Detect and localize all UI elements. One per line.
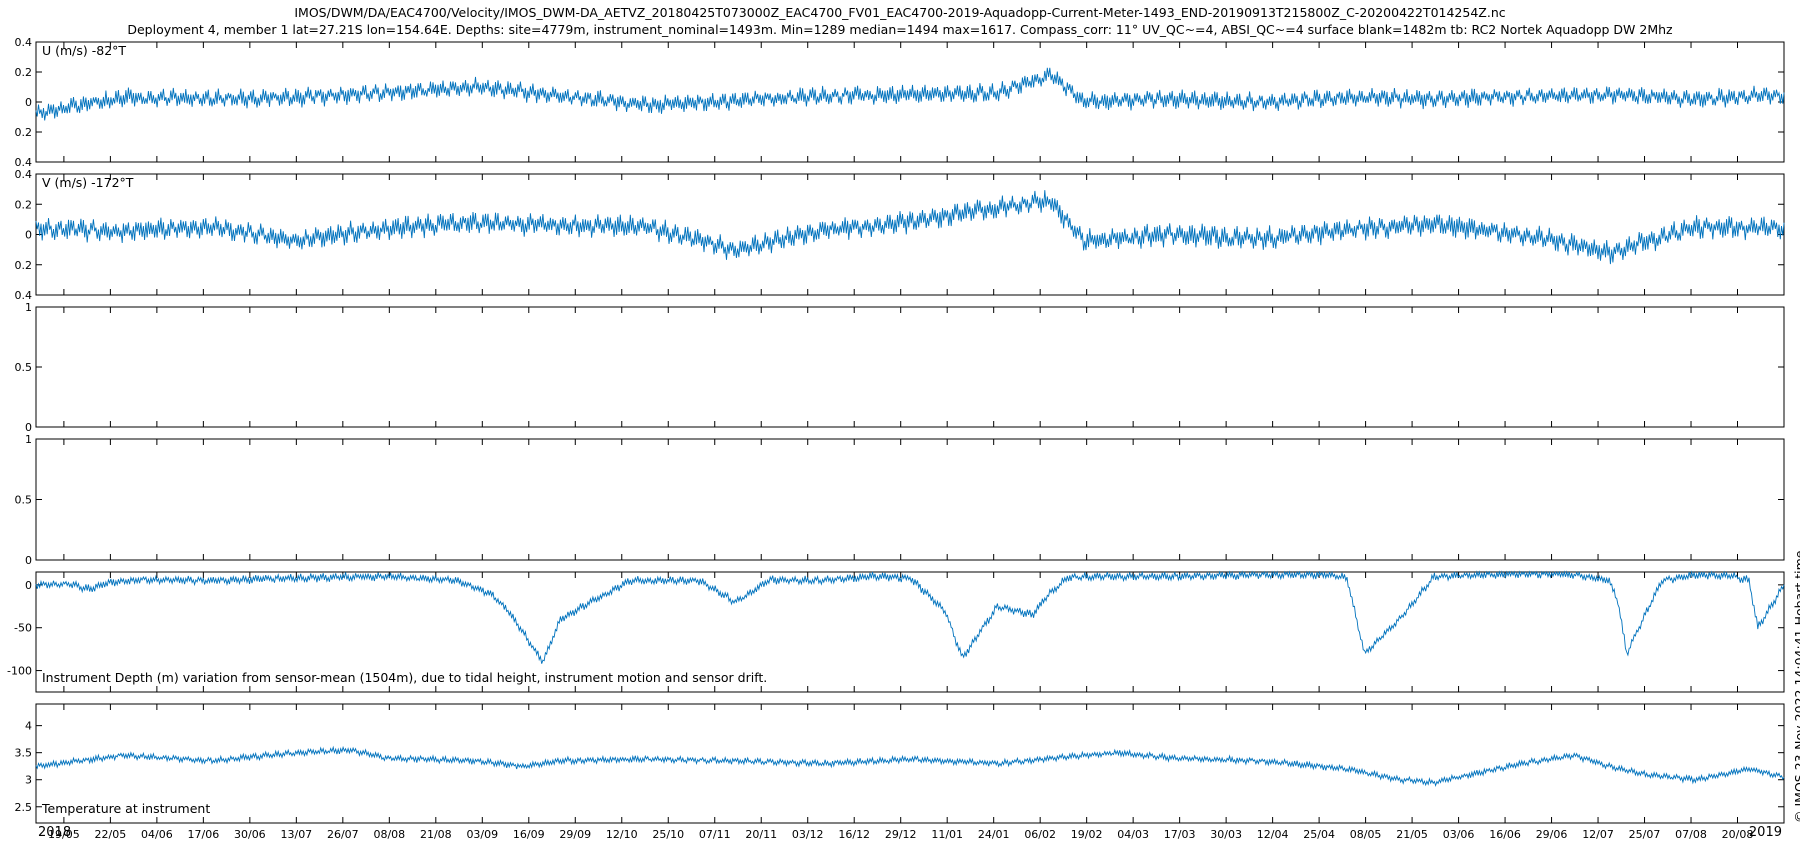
y-tick-label: 1	[25, 301, 32, 314]
x-tick-label: 21/05	[1396, 828, 1428, 841]
x-tick-label: 17/06	[188, 828, 220, 841]
x-tick-label: 19/02	[1071, 828, 1103, 841]
y-tick-label: 0	[25, 554, 32, 567]
panel-label: Temperature at instrument	[41, 801, 210, 816]
x-tick-label: 29/06	[1536, 828, 1568, 841]
x-tick-label: 04/03	[1117, 828, 1149, 841]
panel-frame	[35, 41, 1785, 163]
y-tick-label: 0.4	[15, 289, 33, 302]
credit-stamp: © IMOS 23-Nov-2022 14:04:41 Hobart time	[1792, 550, 1800, 823]
x-tick-label: 26/07	[327, 828, 359, 841]
y-tick-label: -100	[7, 665, 32, 678]
panel-frame	[35, 571, 1785, 693]
y-tick-label: 0.2	[15, 66, 33, 79]
x-tick-label: 30/03	[1210, 828, 1242, 841]
x-tick-label: 03/12	[792, 828, 824, 841]
x-tick-label: 20/11	[745, 828, 777, 841]
x-tick-label: 22/05	[95, 828, 127, 841]
y-tick-label: 4	[25, 720, 32, 733]
y-tick-label: 0	[25, 579, 32, 592]
x-tick-label: 12/04	[1257, 828, 1289, 841]
x-tick-label: 07/08	[1675, 828, 1707, 841]
x-tick-label: 16/09	[513, 828, 545, 841]
figure-title-line-2: Deployment 4, member 1 lat=27.21S lon=15…	[127, 22, 1673, 37]
y-tick-label: 0.5	[15, 494, 33, 507]
x-tick-label: 16/06	[1489, 828, 1521, 841]
x-tick-label: 07/11	[699, 828, 731, 841]
y-tick-label: 0.2	[15, 126, 33, 139]
series-line	[35, 190, 1785, 265]
x-tick-label: 19/05	[48, 828, 80, 841]
x-tick-label: 16/12	[838, 828, 870, 841]
y-tick-label: 0.2	[15, 198, 33, 211]
x-tick-label: 04/06	[141, 828, 173, 841]
y-tick-label: 0.4	[15, 156, 33, 169]
y-tick-label: 3	[25, 774, 32, 787]
series-line	[35, 745, 1785, 787]
x-tick-label: 24/01	[978, 828, 1010, 841]
x-tick-label: 03/09	[466, 828, 498, 841]
x-tick-label: 17/03	[1164, 828, 1196, 841]
y-tick-label: 1	[25, 433, 32, 446]
panel-label: Instrument Depth (m) variation from sens…	[42, 670, 767, 685]
panel-frame	[35, 173, 1785, 296]
panel-4: 00.51	[15, 433, 1785, 567]
x-tick-label: 21/08	[420, 828, 452, 841]
panel-1: 0.4 0.2 0 0.2 0.4 U (m/s) -82°T	[15, 36, 1785, 169]
figure-title-line-1: IMOS/DWM/DA/EAC4700/Velocity/IMOS_DWM-DA…	[294, 5, 1506, 20]
x-tick-label: 06/02	[1024, 828, 1056, 841]
year-label-start: 2018	[38, 825, 71, 840]
panel-label: V (m/s) -172°T	[42, 175, 134, 190]
panel-frame	[35, 438, 1785, 561]
x-tick-label: 08/05	[1350, 828, 1382, 841]
x-axis-labels: 19/05 22/05 04/06 17/06 30/06 13/07 26/07 08/08…	[38, 825, 1782, 841]
y-tick-label: 0	[25, 96, 32, 109]
year-label-end: 2019	[1749, 825, 1782, 840]
series-line	[35, 570, 1785, 664]
panel-frame	[35, 703, 1785, 824]
y-tick-label: 0.2	[15, 259, 33, 272]
x-tick-label: 08/08	[373, 828, 405, 841]
y-tick-label: 3.5	[15, 747, 33, 760]
x-tick-label: 12/07	[1582, 828, 1614, 841]
series-line	[35, 67, 1785, 121]
x-tick-label: 29/12	[885, 828, 917, 841]
x-tick-label: 25/10	[652, 828, 684, 841]
y-tick-label: -50	[14, 622, 32, 635]
panel-frame	[35, 306, 1785, 428]
y-tick-label: 0	[25, 229, 32, 242]
panel-2: 0.4 0.2 0 0.2 0.4 V (m/s) -172°T	[15, 168, 1785, 302]
x-tick-label: 25/04	[1303, 828, 1335, 841]
panel-label: U (m/s) -82°T	[42, 43, 126, 58]
y-tick-label: 2.5	[15, 801, 33, 814]
y-tick-label: 0.4	[15, 168, 33, 181]
x-tick-label: 20/08	[1722, 828, 1754, 841]
x-tick-label: 11/01	[931, 828, 963, 841]
x-tick-label: 13/07	[280, 828, 312, 841]
y-tick-label: 0.4	[15, 36, 33, 49]
panel-5: -100 -50 0 Instrument Depth (m) variation f…	[7, 570, 1785, 693]
x-tick-label: 30/06	[234, 828, 266, 841]
x-tick-label: 12/10	[606, 828, 638, 841]
panel-3: 00.51	[15, 301, 1785, 434]
x-tick-label: 03/06	[1443, 828, 1475, 841]
y-tick-label: 0.5	[15, 361, 33, 374]
x-tick-label: 25/07	[1629, 828, 1661, 841]
x-tick-label: 29/09	[559, 828, 591, 841]
y-tick-label: 0	[25, 421, 32, 434]
panel-6: 2.5 3 3.5 4 Temperature at instrument	[15, 703, 1785, 824]
